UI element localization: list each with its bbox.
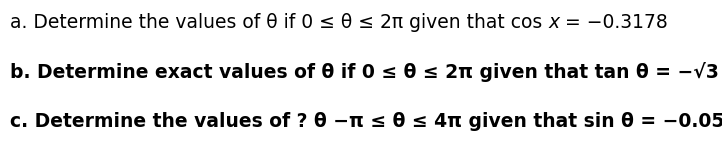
Text: b. Determine exact values of θ if 0 ≤ θ ≤ 2π given that tan θ = −√3: b. Determine exact values of θ if 0 ≤ θ … [10, 62, 719, 82]
Text: a. Determine the values of θ if 0 ≤ θ ≤ 2π given that cos: a. Determine the values of θ if 0 ≤ θ ≤ … [10, 12, 548, 32]
Text: c. Determine the values of ? θ −π ≤ θ ≤ 4π given that sin θ = −0.05|: c. Determine the values of ? θ −π ≤ θ ≤ … [10, 112, 722, 132]
Text: = −0.3178: = −0.3178 [560, 12, 668, 32]
Text: x: x [548, 12, 560, 32]
